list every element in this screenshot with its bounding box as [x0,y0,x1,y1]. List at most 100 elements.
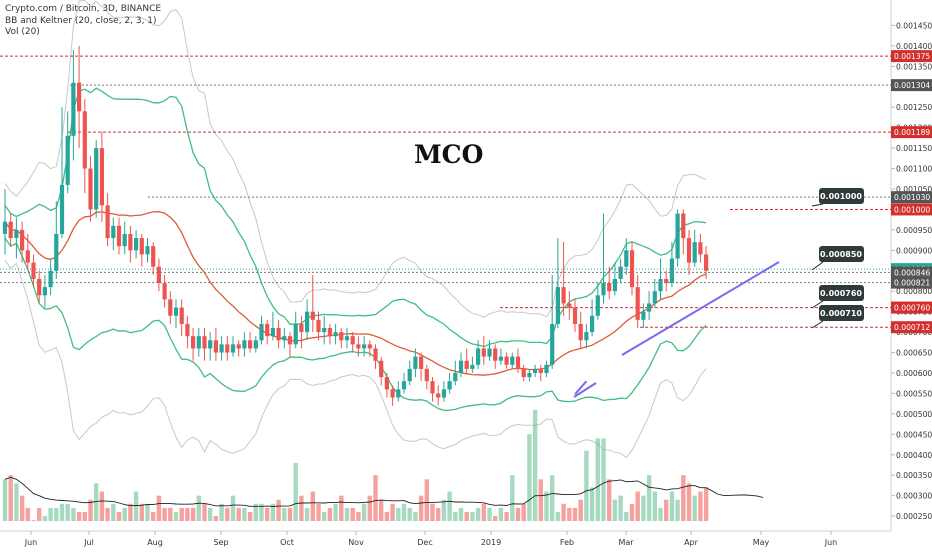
candle-down [629,242,635,296]
candle-body [265,323,270,337]
candle-body [515,356,521,369]
candle-body [168,299,173,316]
candle-body [704,254,709,271]
volume-bar [259,503,264,521]
candle-down [704,246,709,279]
volume-bar [396,507,401,521]
candle-up [413,348,418,378]
candle-body [2,221,8,234]
x-tick-label: Jun [24,538,38,547]
candle-body [350,336,355,345]
candle-body [276,328,281,341]
callout-pointer [811,203,824,207]
candle-down [567,291,572,320]
volume-bar [48,507,53,521]
candle-body [116,225,122,247]
callout-value: 0.000850 [820,250,862,259]
candle-up [2,188,8,255]
volume-bar [510,475,515,521]
candle-up [510,352,515,369]
price-level-value: 0.001189 [894,128,930,137]
candle-body [487,348,492,357]
candle-up [111,217,116,251]
candle-body [504,356,509,365]
volume-bar [105,507,110,521]
candle-down [168,291,173,324]
candle-up [612,262,617,296]
candle-body [230,344,236,353]
x-tick-label: Oct [280,538,294,547]
candle-down [430,377,435,402]
candle-down [265,319,270,345]
y-tick-label: 0.001400 [896,42,932,51]
y-tick-label: 0.001350 [896,62,932,71]
volume-bar [550,475,555,521]
x-tick-label: Mar [618,538,634,547]
candle-down [436,385,441,406]
candle-body [550,323,555,365]
candle-body [595,295,600,316]
price-level-value: 0.000821 [894,279,930,288]
volume-bar [487,507,492,521]
volume-bar [59,503,65,521]
price-level-value: 0.001375 [894,52,930,61]
candle-body [441,389,446,398]
volume-bar [578,499,583,521]
candle-body [139,238,144,255]
candle-up [407,360,412,386]
candle-up [675,209,680,267]
volume-bar [25,507,30,521]
candle-body [401,381,407,390]
volume-bar [407,507,412,521]
candle-body [430,381,435,394]
volume-bar [236,507,241,521]
volume-bar [219,503,224,521]
candle-down [151,242,156,275]
volume-bar [618,495,623,521]
volume-bar [282,507,287,521]
bb-basis-line [4,211,707,376]
price-level-tag [891,203,932,216]
symbol-info: Crypto.com / Bitcoin, 3D, BINANCE [5,4,162,14]
candle-up [230,336,236,357]
volume-bar [99,491,105,521]
candle-body [590,315,595,333]
x-tick-label: Sep [213,538,228,547]
candle-body [327,328,332,337]
volume-bar [453,512,458,521]
volume-bar [190,507,196,521]
candle-body [464,360,469,369]
candle-down [82,99,87,194]
callout-box [819,188,864,204]
volume-bar [151,512,156,521]
y-tick-label: 0.000950 [896,226,932,235]
volume-bar [698,491,703,521]
candle-down [356,336,361,357]
volume-bar [173,512,179,521]
candle-body [270,328,275,337]
y-tick-label: 0.001100 [896,165,932,174]
candle-body [65,135,70,185]
price-level-value: 0.001030 [894,193,930,202]
candle-body [567,303,572,308]
candle-up [453,360,458,386]
candle-up [601,213,606,304]
indicator-info: BB and Keltner (20, close, 2, 3, 1) [5,15,157,26]
volume-bar [430,503,435,521]
callout-value: 0.001000 [820,192,862,201]
volume-bar [156,495,162,521]
volume-bar [629,503,635,521]
y-tick-label: 0.000600 [896,369,932,378]
volume-bar [116,512,122,521]
candle-body [151,246,156,267]
volume-bar [344,507,350,521]
candle-body [447,381,452,390]
candle-down [248,332,253,353]
candle-body [641,311,646,320]
volume-bar [601,438,606,521]
candle-body [219,344,224,353]
candle-up [322,315,327,345]
volume-bar [122,507,127,521]
